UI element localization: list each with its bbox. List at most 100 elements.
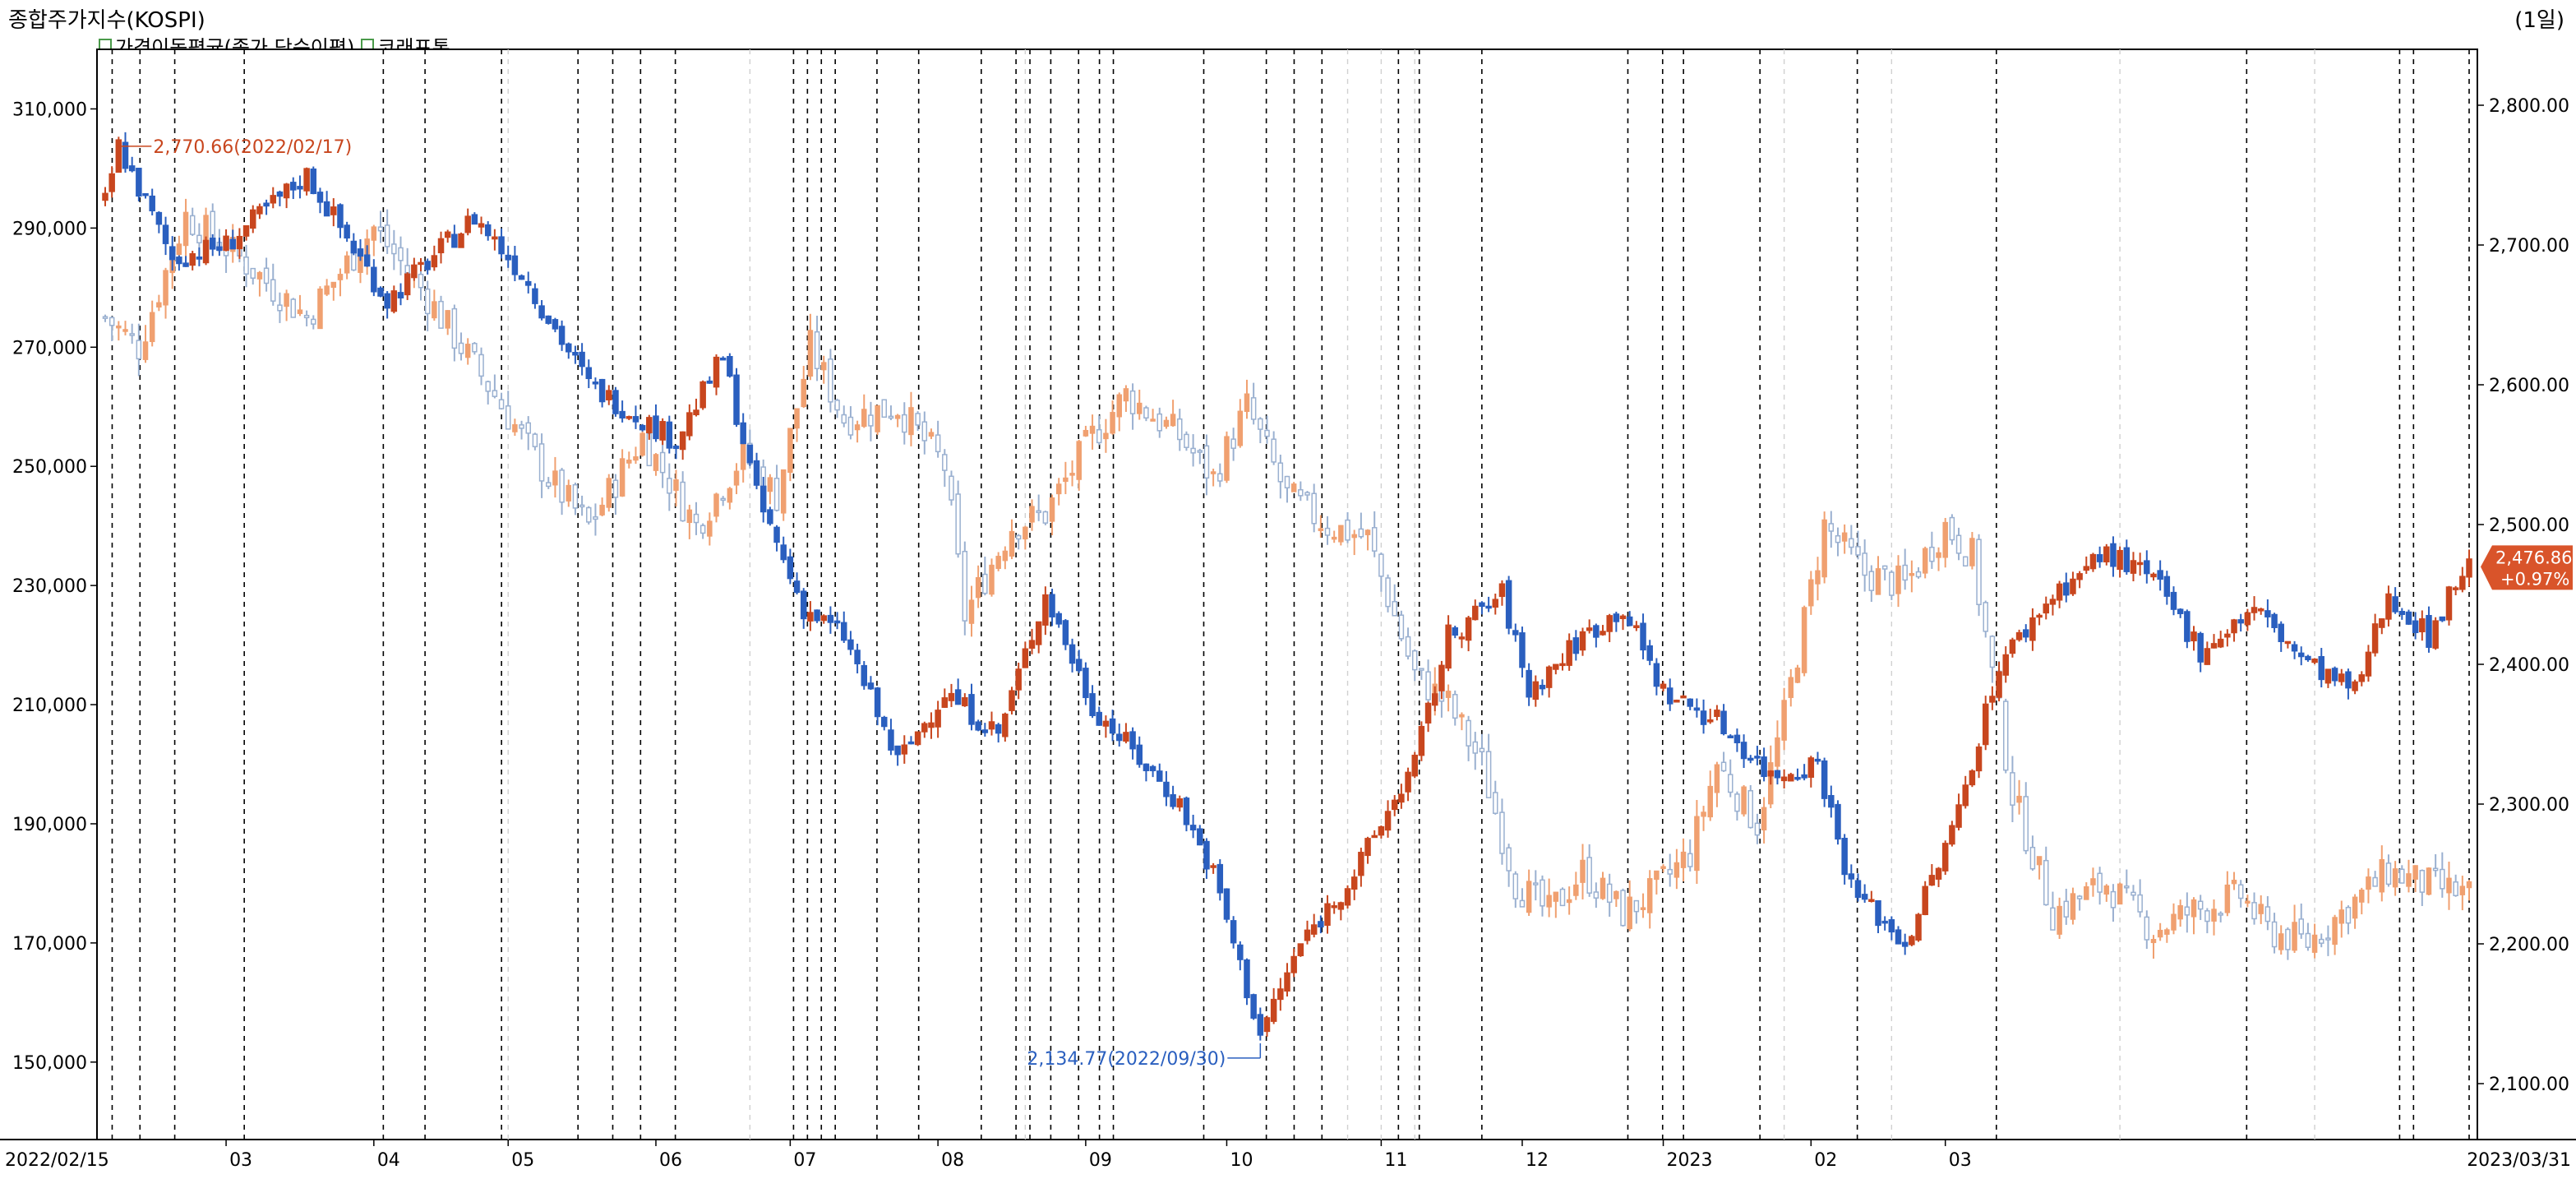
right-tick-label: 2,300.00 (2489, 795, 2569, 816)
candle (458, 342, 464, 354)
candle (1324, 527, 1331, 536)
candle (1224, 436, 1230, 481)
candle (949, 475, 954, 501)
candle (290, 298, 297, 318)
candle (653, 454, 659, 471)
candle (1183, 798, 1190, 825)
candle (2331, 668, 2338, 682)
candle (108, 317, 115, 326)
candle (794, 408, 800, 429)
candle (2237, 884, 2244, 899)
candle (894, 745, 901, 756)
candle (2123, 547, 2131, 572)
candle (270, 195, 277, 204)
candle (2097, 872, 2103, 893)
candle (377, 226, 384, 232)
candle (2284, 640, 2292, 645)
candle (2371, 623, 2379, 654)
candle (330, 281, 337, 289)
candle (2258, 904, 2264, 914)
left-tick-label: 290,000 (12, 219, 87, 239)
candle (1015, 668, 1022, 691)
candle (1331, 536, 1337, 540)
candle (1055, 483, 1062, 495)
candle (277, 304, 283, 312)
candle (1868, 899, 1875, 903)
candle (767, 477, 773, 492)
candle (451, 233, 458, 248)
candle (1075, 659, 1083, 672)
candle (1103, 432, 1109, 440)
candle (948, 692, 955, 701)
candle (2124, 885, 2130, 889)
candle (2036, 856, 2043, 866)
candle (1620, 890, 1626, 927)
candle (727, 488, 733, 503)
candle (202, 239, 210, 264)
candle (471, 214, 478, 225)
candle (1996, 671, 2002, 698)
candle (593, 516, 598, 520)
candle (680, 481, 686, 522)
candle (1230, 920, 1237, 944)
candle (209, 238, 216, 250)
left-tick-label: 310,000 (12, 99, 87, 120)
candle (1727, 735, 1733, 738)
candle (1310, 924, 1318, 935)
candle (323, 201, 330, 217)
candle (1137, 402, 1143, 414)
candle (1848, 873, 1855, 880)
candle (2191, 899, 2197, 918)
candle (954, 689, 962, 705)
candle (1498, 583, 1506, 598)
candle (250, 209, 256, 229)
candle (371, 226, 377, 241)
candle (250, 267, 256, 279)
candle (968, 694, 975, 725)
candle (1553, 891, 1559, 902)
candle (498, 236, 505, 255)
candle (1928, 875, 1936, 886)
candle (2345, 671, 2352, 689)
candle (552, 319, 559, 330)
candle (1801, 774, 1807, 779)
candle (424, 288, 431, 315)
candle (2419, 870, 2426, 893)
candle (1089, 693, 1096, 717)
candle (2278, 933, 2284, 950)
candle (2197, 632, 2204, 663)
candle (1720, 761, 1727, 772)
candle (1693, 707, 1701, 711)
candle (2365, 651, 2372, 677)
candle (1445, 624, 1452, 669)
candle (1566, 899, 1572, 904)
candle (686, 412, 693, 437)
candle (2251, 607, 2258, 613)
candle (2090, 878, 2096, 885)
candle (1338, 525, 1344, 543)
candle (955, 493, 961, 555)
candle (2385, 593, 2392, 620)
candle (559, 469, 565, 503)
candle (1881, 565, 1888, 570)
candle (2029, 617, 2036, 641)
candle (2110, 543, 2117, 567)
candle (2366, 876, 2371, 890)
candle (1741, 786, 1747, 815)
candle (418, 273, 424, 289)
candle (1069, 473, 1075, 476)
candle (1734, 793, 1740, 812)
candle (612, 390, 619, 414)
candle (1821, 760, 1828, 799)
candle (1177, 418, 1183, 441)
candle (1297, 943, 1304, 957)
candle (1895, 929, 1902, 945)
candle (478, 223, 485, 228)
candle (1687, 853, 1693, 867)
candle (1747, 757, 1754, 761)
candle (1083, 429, 1089, 437)
candle (1666, 687, 1673, 705)
candle (1613, 890, 1619, 899)
candle (1089, 425, 1096, 434)
